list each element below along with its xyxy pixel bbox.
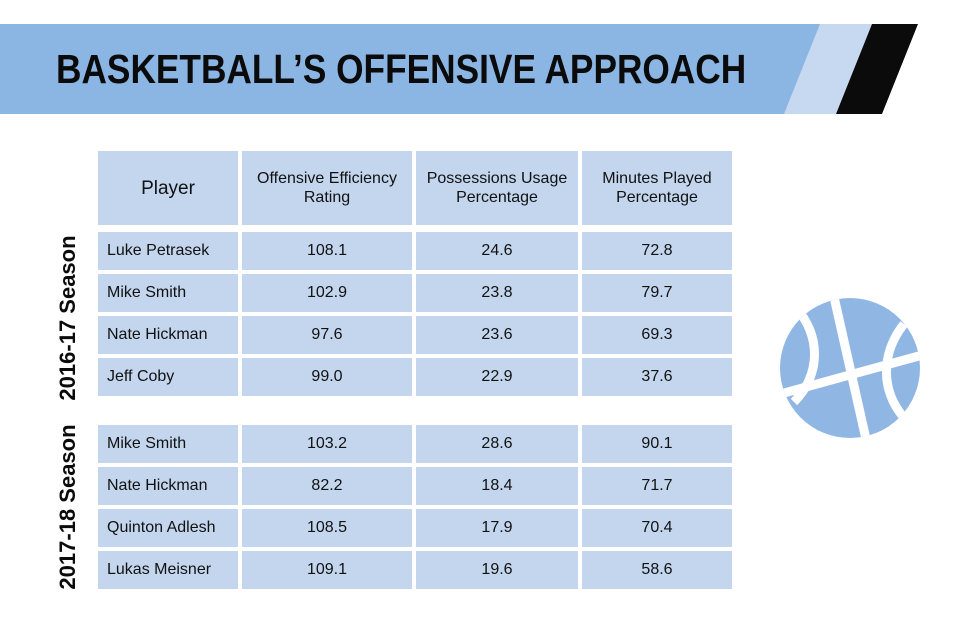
player-name-cell: Quinton Adlesh (98, 509, 238, 547)
stat-cell-possessions-usage-percentage: 18.4 (416, 467, 578, 505)
banner-stripe-light (784, 24, 872, 114)
season-label-2016-17: 2016-17 Season (55, 235, 80, 401)
banner-fill (0, 24, 820, 114)
stat-cell-offensive-efficiency-rating: 102.9 (242, 274, 412, 312)
stat-cell-minutes-played-percentage: 37.6 (582, 358, 732, 396)
column-header-label: Player (141, 177, 195, 199)
stat-cell-possessions-usage-percentage: 28.6 (416, 425, 578, 463)
stat-cell-minutes-played-percentage: 58.6 (582, 551, 732, 589)
banner-stripe-dark (836, 24, 918, 114)
title-banner (0, 24, 960, 114)
stat-cell-minutes-played-percentage: 79.7 (582, 274, 732, 312)
season-label-2017-18: 2017-18 Season (55, 424, 80, 590)
stat-cell-minutes-played-percentage: 72.8 (582, 232, 732, 270)
column-header-possessions-usage-percentage: Possessions Usage Percentage (416, 151, 578, 225)
stat-cell-possessions-usage-percentage: 23.8 (416, 274, 578, 312)
player-name-cell: Jeff Coby (98, 358, 238, 396)
column-header-label: Minutes Played Percentage (602, 170, 712, 206)
stat-cell-possessions-usage-percentage: 19.6 (416, 551, 578, 589)
stat-cell-minutes-played-percentage: 90.1 (582, 425, 732, 463)
stat-cell-offensive-efficiency-rating: 97.6 (242, 316, 412, 354)
player-name-cell: Lukas Meisner (98, 551, 238, 589)
banner-background (0, 24, 918, 114)
player-name-cell: Mike Smith (98, 425, 238, 463)
stat-cell-possessions-usage-percentage: 22.9 (416, 358, 578, 396)
column-header-minutes-played-percentage: Minutes Played Percentage (582, 151, 732, 225)
column-header-player: Player (98, 151, 238, 225)
stat-cell-possessions-usage-percentage: 24.6 (416, 232, 578, 270)
player-name-cell: Nate Hickman (98, 467, 238, 505)
player-name-cell: Luke Petrasek (98, 232, 238, 270)
stat-cell-offensive-efficiency-rating: 82.2 (242, 467, 412, 505)
basketball-seams (780, 298, 920, 438)
stat-cell-offensive-efficiency-rating: 108.5 (242, 509, 412, 547)
stat-cell-possessions-usage-percentage: 17.9 (416, 509, 578, 547)
stat-cell-minutes-played-percentage: 70.4 (582, 509, 732, 547)
stat-cell-possessions-usage-percentage: 23.6 (416, 316, 578, 354)
column-header-offensive-efficiency-rating: Offensive Efficiency Rating (242, 151, 412, 225)
column-header-label: Offensive Efficiency Rating (257, 170, 397, 206)
stat-cell-minutes-played-percentage: 69.3 (582, 316, 732, 354)
stat-cell-offensive-efficiency-rating: 109.1 (242, 551, 412, 589)
player-name-cell: Nate Hickman (98, 316, 238, 354)
stat-cell-offensive-efficiency-rating: 108.1 (242, 232, 412, 270)
stat-cell-offensive-efficiency-rating: 103.2 (242, 425, 412, 463)
column-header-label: Possessions Usage Percentage (426, 170, 568, 206)
page-title: BASKETBALL’S OFFENSIVE APPROACH (56, 46, 747, 92)
stat-cell-minutes-played-percentage: 71.7 (582, 467, 732, 505)
player-name-cell: Mike Smith (98, 274, 238, 312)
basketball-icon (780, 298, 920, 438)
stat-cell-offensive-efficiency-rating: 99.0 (242, 358, 412, 396)
